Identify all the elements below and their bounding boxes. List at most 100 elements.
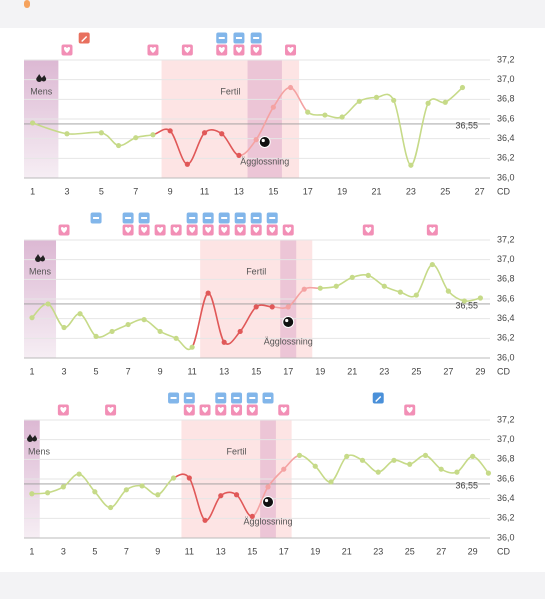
x-tick-label: 11 xyxy=(187,366,196,376)
heart-icon xyxy=(278,404,290,416)
heart-icon xyxy=(61,44,73,56)
test-strip xyxy=(233,397,240,399)
x-tick-label: 3 xyxy=(64,186,69,196)
data-point xyxy=(281,466,287,472)
line-segment xyxy=(392,99,412,167)
data-point xyxy=(287,84,294,91)
data-point xyxy=(157,328,163,335)
data-point xyxy=(425,100,431,106)
x-tick-label: 17 xyxy=(283,366,293,376)
marker-inner xyxy=(264,498,269,503)
x-tick-label: 9 xyxy=(158,366,163,376)
mens-icon xyxy=(36,74,47,82)
heart-icon xyxy=(147,44,159,56)
x-tick-label: 23 xyxy=(379,366,389,376)
y-tick-label: 36,8 xyxy=(497,454,515,464)
data-point xyxy=(270,104,276,110)
x-tick-label: 7 xyxy=(124,546,129,556)
test-strip xyxy=(125,217,132,219)
coverline-label: 36,55 xyxy=(455,480,478,490)
test-icon xyxy=(183,392,195,404)
data-point xyxy=(470,453,476,459)
data-point xyxy=(170,475,177,481)
bottom-bar xyxy=(0,572,545,599)
mens-icon xyxy=(35,254,46,262)
data-point xyxy=(45,301,51,307)
heart-icon xyxy=(218,224,230,236)
data-point xyxy=(461,298,467,304)
marker-outer xyxy=(262,496,275,508)
x-tick-label: 5 xyxy=(99,186,104,196)
y-tick-label: 37,2 xyxy=(497,54,515,64)
test-icon xyxy=(216,32,228,44)
x-tick-label: 1 xyxy=(29,546,34,556)
data-point xyxy=(219,131,225,137)
heart xyxy=(205,226,212,233)
heart-icon xyxy=(58,224,70,236)
data-point xyxy=(218,493,224,499)
data-point xyxy=(397,289,403,295)
data-point xyxy=(92,489,98,495)
data-point xyxy=(233,492,240,498)
drop xyxy=(27,434,33,442)
data-point xyxy=(356,98,362,104)
note-glyph xyxy=(375,396,382,402)
data-point xyxy=(359,457,366,463)
line-segment xyxy=(299,454,316,467)
coverline-label: 36,55 xyxy=(455,120,478,130)
data-point xyxy=(339,114,345,120)
data-point xyxy=(123,487,129,493)
line-segment xyxy=(66,131,102,135)
test-strip xyxy=(253,217,260,219)
line-segment xyxy=(159,330,177,340)
band-label: Ägglossning xyxy=(243,516,292,526)
heart xyxy=(253,226,260,233)
ovulation-marker xyxy=(282,316,295,328)
x-tick-label: 27 xyxy=(475,186,485,196)
line-segment xyxy=(368,274,385,287)
drop xyxy=(35,254,42,262)
band-label: Ägglossning xyxy=(240,156,289,166)
heart-icon xyxy=(285,44,297,56)
data-point xyxy=(201,130,208,136)
heart xyxy=(202,406,209,413)
y-tick-label: 37,0 xyxy=(497,74,515,84)
heart xyxy=(189,226,196,233)
test-icon xyxy=(90,212,102,224)
data-point xyxy=(438,466,444,472)
x-tick-label: 1 xyxy=(30,186,35,196)
data-point xyxy=(445,288,451,294)
line-segment xyxy=(307,111,326,116)
note-icon xyxy=(78,32,90,44)
x-tick-label: 29 xyxy=(468,546,478,556)
heart-icon xyxy=(233,44,245,56)
data-point xyxy=(305,109,311,115)
test-icon xyxy=(138,212,150,224)
x-tick-label: 1 xyxy=(29,366,34,376)
heart-icon xyxy=(250,44,262,56)
data-point xyxy=(93,333,99,339)
x-tick-label: 19 xyxy=(337,186,347,196)
line-segment xyxy=(141,485,159,496)
test-strip xyxy=(189,217,196,219)
x-tick-label: 7 xyxy=(126,366,131,376)
x-tick-label: 19 xyxy=(310,546,320,556)
test-icon xyxy=(266,212,278,224)
test-icon xyxy=(202,212,214,224)
line-segment xyxy=(410,102,429,167)
band-label: Mens xyxy=(28,446,51,456)
heart-icon xyxy=(154,224,166,236)
test-icon xyxy=(122,212,134,224)
y-tick-label: 36,4 xyxy=(497,133,515,143)
line-segment xyxy=(324,114,343,119)
heart xyxy=(217,406,224,413)
data-point xyxy=(408,162,414,168)
data-point xyxy=(285,304,291,310)
x-tick-label: 3 xyxy=(62,366,67,376)
heart xyxy=(149,46,157,53)
data-point xyxy=(29,315,35,321)
ovulation-marker xyxy=(258,136,271,148)
heart xyxy=(60,406,67,413)
heart-icon xyxy=(250,224,262,236)
data-point xyxy=(391,97,397,103)
